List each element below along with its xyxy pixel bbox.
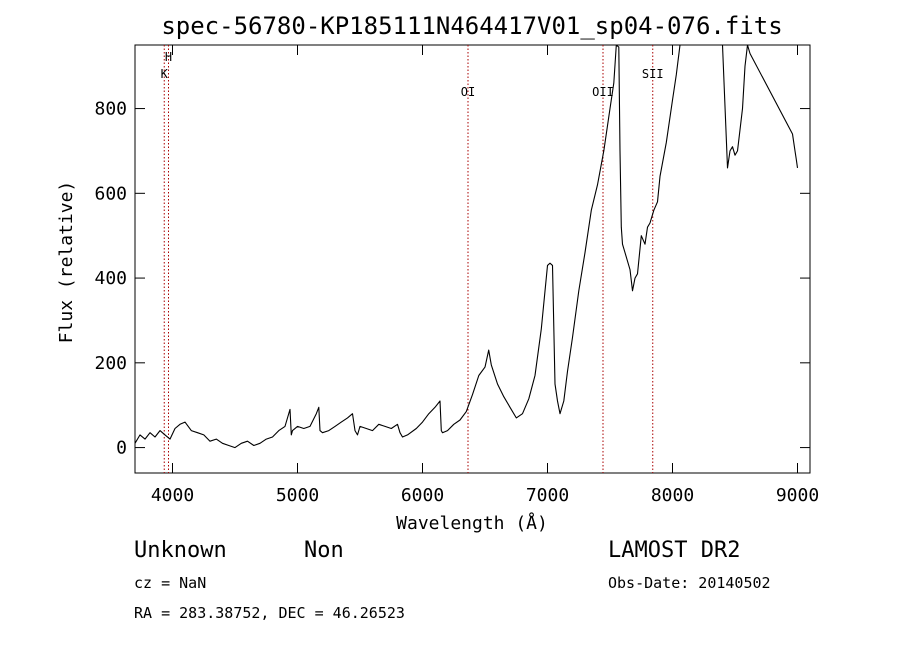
line-marker-label: H — [165, 50, 172, 64]
emission-line-markers: HK OI OII SII — [161, 45, 664, 473]
x-tick-label: 6000 — [401, 485, 444, 506]
x-tick-label: 5000 — [276, 485, 319, 506]
x-tick-label: 8000 — [651, 485, 694, 506]
coordinates-text: RA = 283.38752, DEC = 46.26523 — [134, 604, 405, 622]
x-axis-label: Wavelength (Å) — [396, 512, 548, 534]
y-tick-label: 200 — [94, 353, 127, 374]
chart-title: spec-56780-KP185111N464417V01_sp04-076.f… — [161, 12, 782, 40]
x-tick-label: 7000 — [526, 485, 569, 506]
survey-label: LAMOST DR2 — [608, 538, 741, 563]
line-marker-label: SII — [642, 67, 664, 81]
redshift-text: cz = NaN — [134, 574, 207, 592]
y-axis: 0 200 400 600 800 — [94, 99, 810, 459]
x-axis: 4000 5000 6000 7000 8000 9000 — [151, 45, 819, 506]
plot-frame — [134, 44, 811, 474]
obs-date-text: Obs-Date: 20140502 — [608, 574, 771, 592]
line-marker-label: K — [161, 67, 169, 81]
subclass-label: Non — [304, 538, 344, 563]
line-marker-label: OII — [592, 85, 614, 99]
spectrum-line — [134, 44, 799, 449]
y-tick-label: 600 — [94, 183, 127, 204]
y-axis-label: Flux (relative) — [56, 181, 77, 344]
x-tick-label: 4000 — [151, 485, 194, 506]
y-tick-label: 800 — [94, 99, 127, 120]
x-tick-label: 9000 — [776, 485, 819, 506]
y-tick-label: 0 — [116, 438, 127, 459]
line-marker-label: OI — [461, 85, 475, 99]
class-label: Unknown — [134, 538, 227, 563]
y-tick-label: 400 — [94, 268, 127, 289]
spectrum-series — [134, 44, 799, 449]
